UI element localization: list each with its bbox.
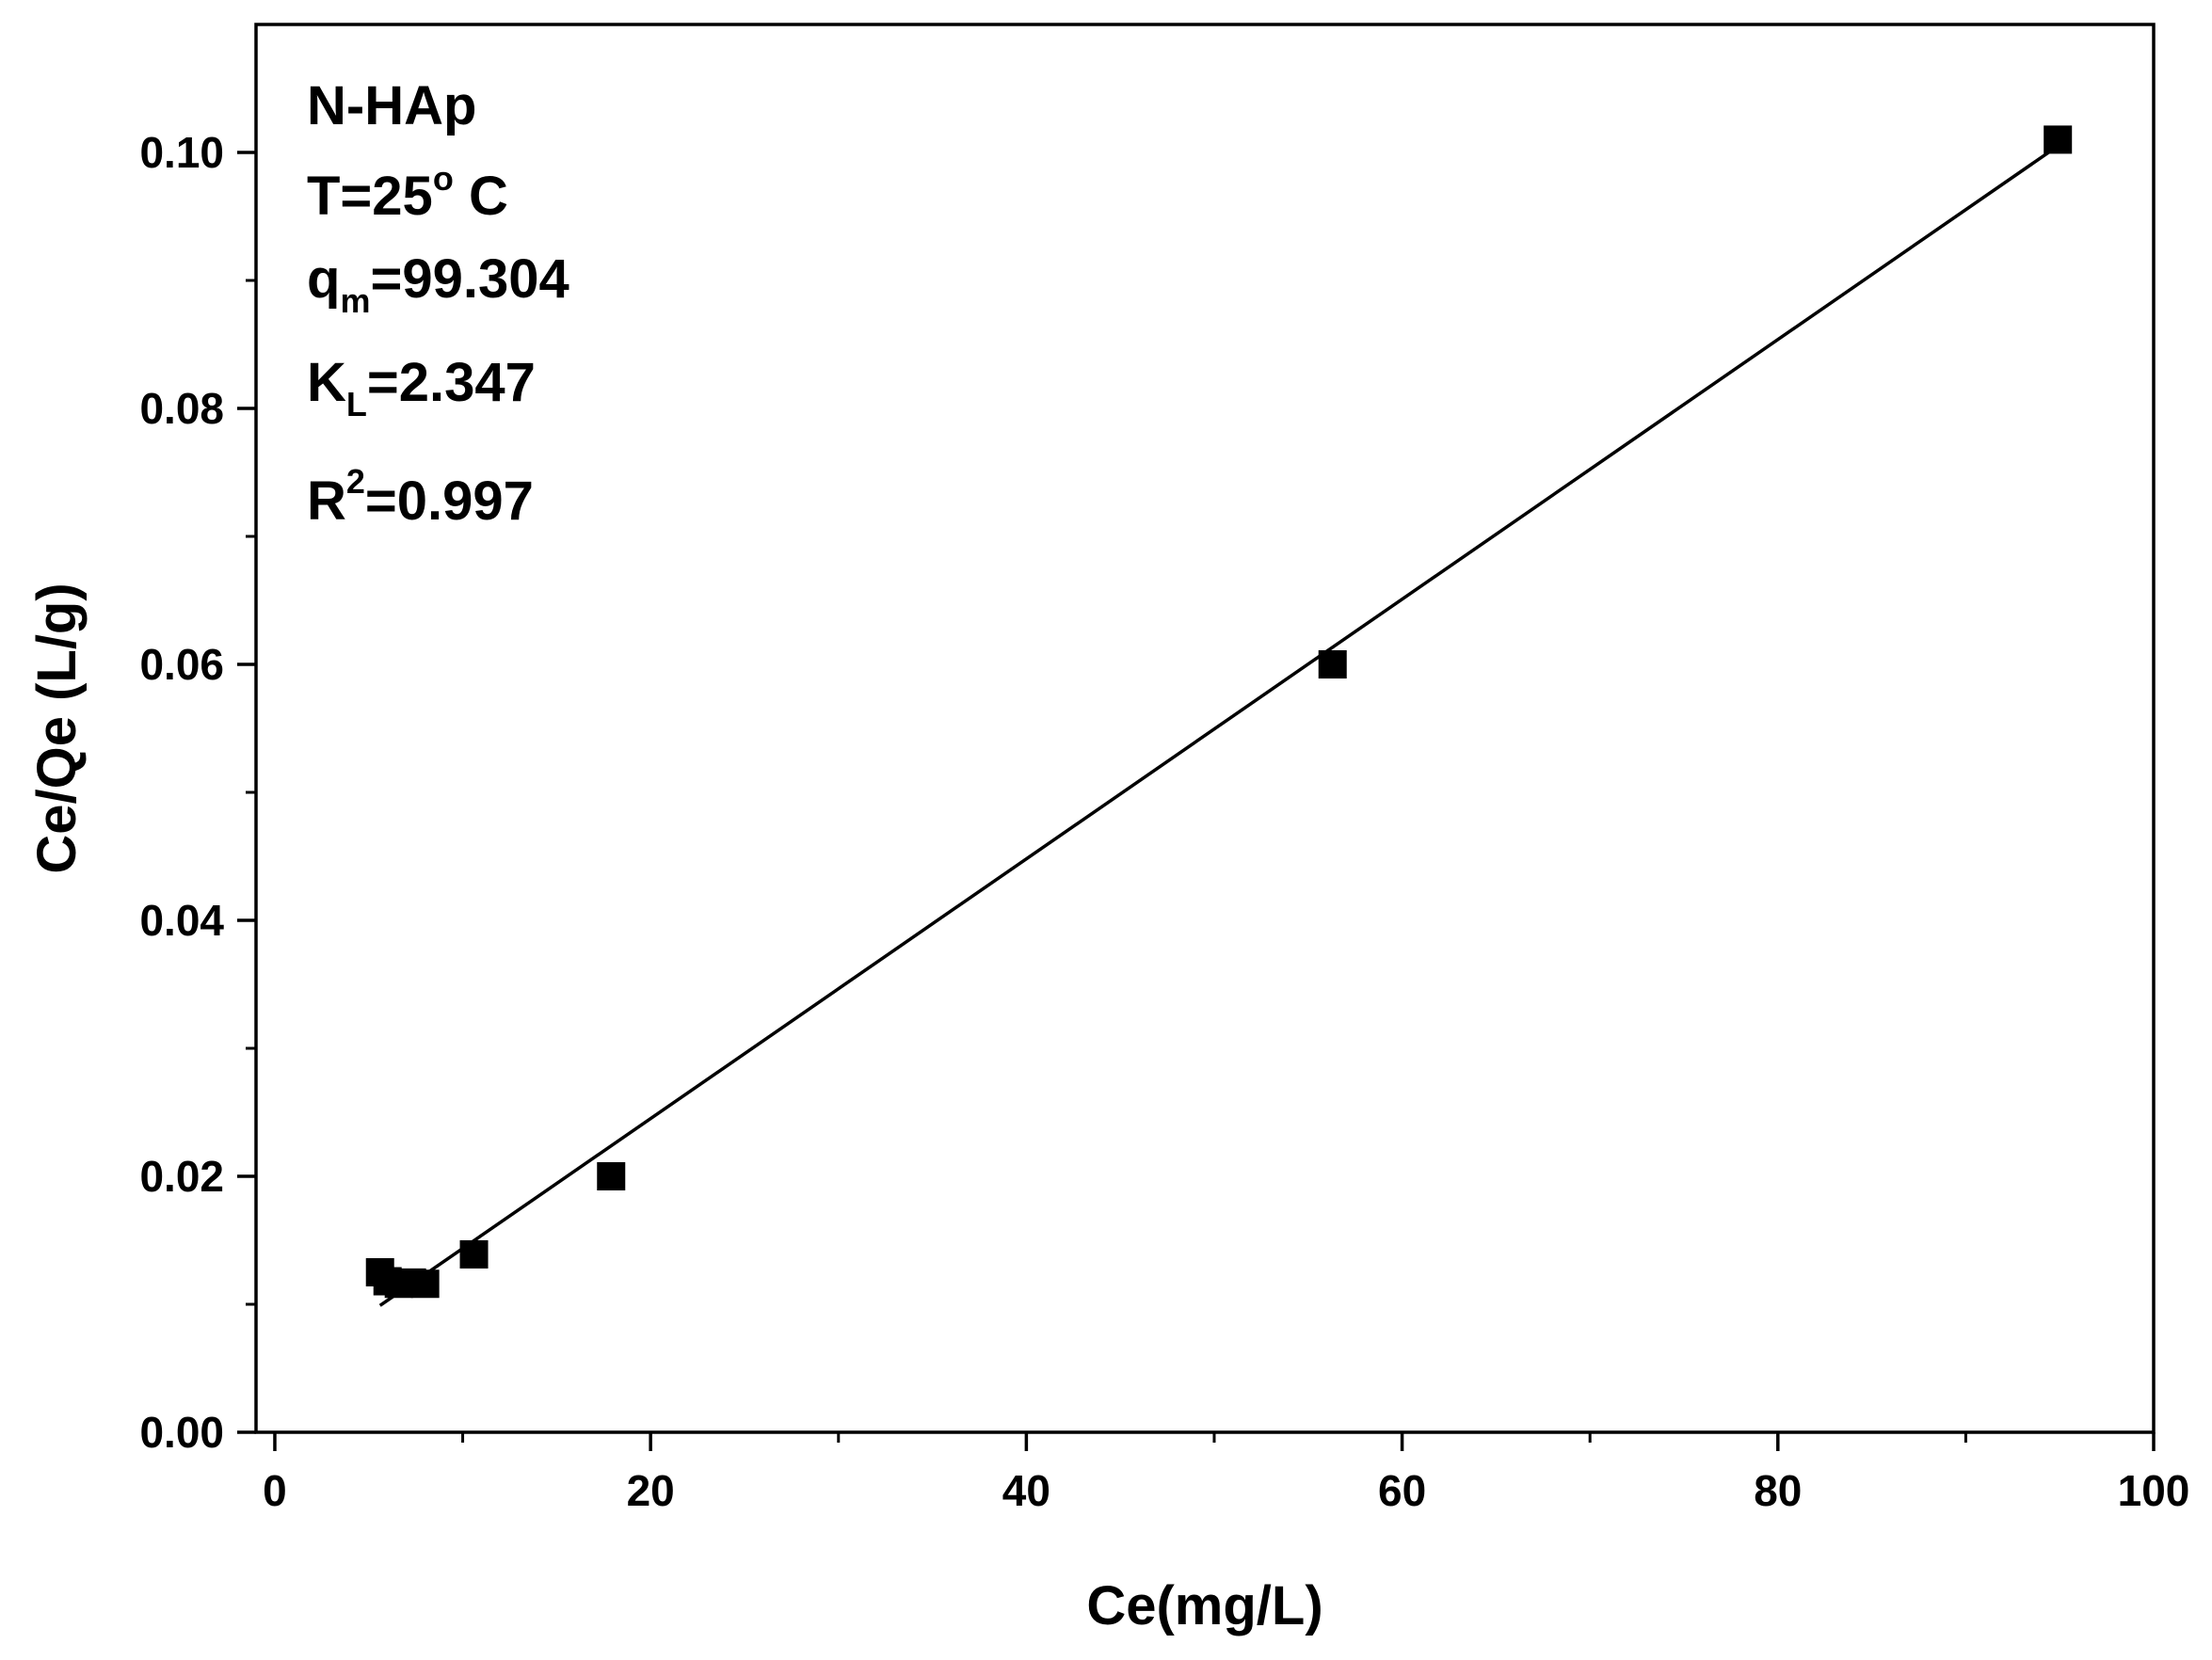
x-tick-label: 80	[1754, 1466, 1802, 1515]
annotation-temperature-unit: C	[454, 166, 508, 227]
x-tick-labels: 0 20 40 60 80 100	[263, 1466, 2189, 1515]
data-point	[459, 1239, 489, 1269]
annotation-temperature: T=25o C	[307, 159, 508, 227]
annotation-qm-subscript: m	[340, 281, 370, 320]
plot-frame	[254, 23, 2156, 1434]
annotation-qm: qm=99.304	[307, 248, 569, 320]
linear-fit-line	[378, 144, 2060, 1307]
annotation-r2-symbol: R	[307, 471, 346, 532]
x-tick-label: 60	[1378, 1466, 1426, 1515]
y-axis-title: Ce/Qe (L/g)	[26, 583, 88, 873]
x-tick-label: 20	[627, 1466, 675, 1515]
annotation-kl-value: =2.347	[367, 352, 536, 413]
x-tick-label: 40	[1002, 1466, 1050, 1515]
x-axis-title: Ce(mg/L)	[1086, 1575, 1322, 1636]
annotation-temperature-degree: o	[433, 159, 454, 198]
y-tick-label: 0.00	[139, 1408, 224, 1457]
y-tick-label: 0.04	[139, 896, 224, 945]
data-point	[1318, 650, 1347, 678]
x-tick-label: 0	[263, 1466, 287, 1515]
annotation-kl-subscript: L	[346, 385, 367, 423]
annotation-kl: KL=2.347	[307, 352, 536, 423]
annotation-qm-value: =99.304	[370, 248, 569, 310]
data-point	[2044, 125, 2073, 154]
annotation-temperature-value: T=25	[307, 166, 433, 227]
data-point	[410, 1269, 440, 1299]
annotation-r2-superscript: 2	[346, 462, 365, 501]
y-tick-label: 0.10	[139, 128, 224, 177]
data-points	[365, 125, 2073, 1299]
annotation-material: N-HAp	[307, 75, 476, 136]
annotation-r2: R2=0.997	[307, 462, 534, 532]
y-tick-labels: 0.00 0.02 0.04 0.06 0.08 0.10	[139, 128, 224, 1457]
annotation-kl-symbol: K	[307, 352, 346, 413]
annotation-qm-symbol: q	[307, 248, 340, 310]
data-point	[597, 1162, 626, 1190]
y-tick-label: 0.02	[139, 1152, 224, 1201]
annotation-block: N-HAp T=25o C qm=99.304 KL=2.347 R2=0.99…	[307, 75, 569, 532]
x-tick-label: 100	[2118, 1466, 2190, 1515]
fit-line-group	[378, 144, 2060, 1307]
annotation-r2-value: =0.997	[365, 471, 534, 532]
y-tick-label: 0.06	[139, 640, 224, 689]
axis-ticks	[237, 151, 2156, 1451]
y-tick-label: 0.08	[139, 384, 224, 433]
